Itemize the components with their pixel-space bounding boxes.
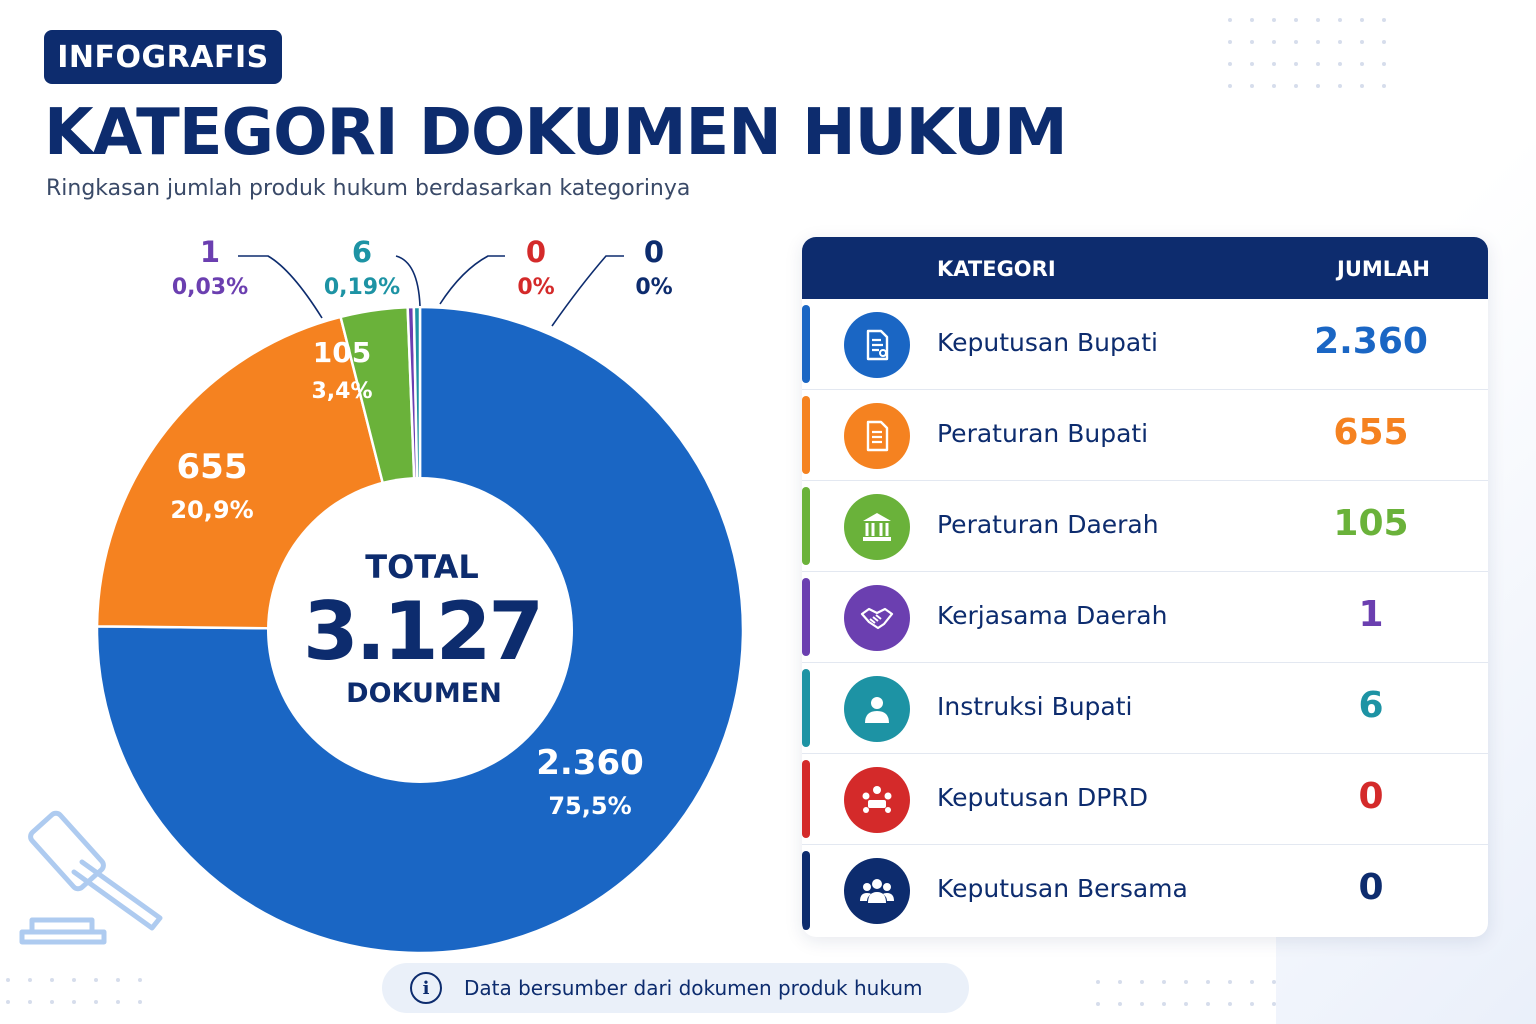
table-row-keputusan-bupati: Keputusan Bupati 2.360 <box>802 299 1488 390</box>
row-count-value: 655 <box>1333 412 1409 453</box>
callout-instruksi-bupati-percent: 0,19% <box>324 275 400 300</box>
infographic-badge: INFOGRAFIS <box>44 30 282 84</box>
row-category-name: Keputusan Bersama <box>937 874 1188 903</box>
callout-keputusan-bersama-value: 0 <box>644 235 664 269</box>
dots-decoration-bottom-left <box>6 978 142 1004</box>
person-icon <box>844 676 910 742</box>
row-color-bar <box>802 760 810 838</box>
callout-kerjasama-daerah-percent: 0,03% <box>172 275 248 300</box>
gavel-icon <box>19 810 163 945</box>
center-total-unit: DOKUMEN <box>346 678 502 709</box>
table-row-kerjasama-daerah: Kerjasama Daerah 1 <box>802 572 1488 663</box>
row-color-bar <box>802 396 810 474</box>
table-row-keputusan-bersama: Keputusan Bersama 0 <box>802 845 1488 936</box>
callout-keputusan-bersama-leader-line <box>551 255 624 327</box>
table-header: KATEGORI JUMLAH <box>802 237 1488 299</box>
table-row-instruksi-bupati: Instruksi Bupati 6 <box>802 663 1488 754</box>
row-color-bar <box>802 487 810 565</box>
meeting-icon <box>844 767 910 833</box>
slice-label-peraturan-daerah-percent: 3,4% <box>311 379 372 404</box>
row-category-name: Instruksi Bupati <box>937 692 1133 721</box>
row-category-name: Peraturan Daerah <box>937 510 1159 539</box>
row-color-bar <box>802 851 810 930</box>
column-count-header: JUMLAH <box>1337 257 1430 281</box>
callout-keputusan-dprd-leader-line <box>439 255 505 305</box>
slice-label-peraturan-daerah-value: 105 <box>313 336 371 369</box>
table-row-peraturan-bupati: Peraturan Bupati 655 <box>802 390 1488 481</box>
row-category-name: Peraturan Bupati <box>937 419 1149 448</box>
column-category-header: KATEGORI <box>937 257 1056 281</box>
row-category-name: Keputusan DPRD <box>937 783 1148 812</box>
slice-label-keputusan-bupati-percent: 75,5% <box>548 792 631 820</box>
center-total-value: 3.127 <box>303 585 541 678</box>
callout-keputusan-bersama-percent: 0% <box>635 275 672 300</box>
document-icon <box>844 312 910 378</box>
group-icon <box>844 858 910 924</box>
row-color-bar <box>802 669 810 747</box>
slice-label-keputusan-bupati-value: 2.360 <box>536 743 644 783</box>
callout-kerjasama-daerah-value: 1 <box>200 235 220 269</box>
row-count-value: 0 <box>1358 776 1384 817</box>
dots-decoration-bottom-right <box>1096 980 1276 1006</box>
donut-hole <box>267 477 573 783</box>
source-note: i Data bersumber dari dokumen produk huk… <box>382 963 969 1013</box>
page-subtitle: Ringkasan jumlah produk hukum berdasarka… <box>46 176 691 201</box>
row-count-value: 0 <box>1358 867 1384 908</box>
row-color-bar <box>802 305 810 383</box>
table-row-keputusan-dprd: Keputusan DPRD 0 <box>802 754 1488 845</box>
source-note-text: Data bersumber dari dokumen produk hukum <box>464 976 923 1000</box>
page-title: KATEGORI DOKUMEN HUKUM <box>44 96 1068 170</box>
building-icon <box>844 494 910 560</box>
row-count-value: 2.360 <box>1314 321 1428 362</box>
callout-instruksi-bupati-leader-line <box>395 255 421 307</box>
row-count-value: 105 <box>1333 503 1409 544</box>
info-icon: i <box>410 972 442 1004</box>
callout-keputusan-dprd-value: 0 <box>526 235 546 269</box>
callout-kerjasama-daerah-leader-line <box>238 255 323 319</box>
slice-label-peraturan-bupati-value: 655 <box>177 447 248 487</box>
row-color-bar <box>802 578 810 656</box>
handshake-icon <box>844 585 910 651</box>
row-category-name: Kerjasama Daerah <box>937 601 1168 630</box>
dots-decoration-top <box>1228 18 1386 88</box>
row-count-value: 1 <box>1358 594 1384 635</box>
category-table: KATEGORI JUMLAH Keputusan Bupati 2.360 Per… <box>802 237 1488 937</box>
center-total-label: TOTAL <box>365 548 479 586</box>
callout-keputusan-dprd-percent: 0% <box>517 275 554 300</box>
row-category-name: Keputusan Bupati <box>937 328 1158 357</box>
donut-chart: TOTAL 3.127 DOKUMEN 2.36075,5%65520,9%10… <box>95 235 745 955</box>
row-count-value: 6 <box>1358 685 1384 726</box>
slice-label-peraturan-bupati-percent: 20,9% <box>170 496 253 524</box>
regulation-icon <box>844 403 910 469</box>
table-row-peraturan-daerah: Peraturan Daerah 105 <box>802 481 1488 572</box>
callout-instruksi-bupati-value: 6 <box>352 235 372 269</box>
